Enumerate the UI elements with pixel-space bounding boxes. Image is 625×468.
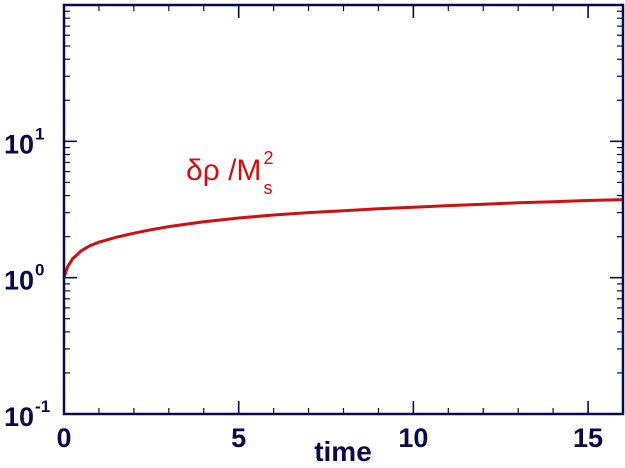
x-tick-label: 0 [56,423,71,453]
y-tick-label: 101 [4,124,45,159]
x-tick-labels: 0 5 10 15 [56,423,603,453]
x-axis-label: time [314,436,372,467]
annotation-delta-rho: δρ [186,154,220,187]
annotation-superscript: 2 [263,148,273,168]
x-tick-label: 10 [398,423,428,453]
y-tick-label: 10-1 [4,397,50,432]
x-tick-label: 5 [231,423,246,453]
y-tick-labels: 10-1 100 101 [4,124,50,432]
series-line [62,198,624,279]
x-tick-label: 15 [573,423,603,453]
plot-frame [62,3,625,416]
annotation-subscript: s [263,178,272,198]
series-annotation: δρ /M 2 s [186,148,273,198]
annotation-slash-m: /M [220,154,262,187]
y-tick-label: 100 [4,261,45,296]
